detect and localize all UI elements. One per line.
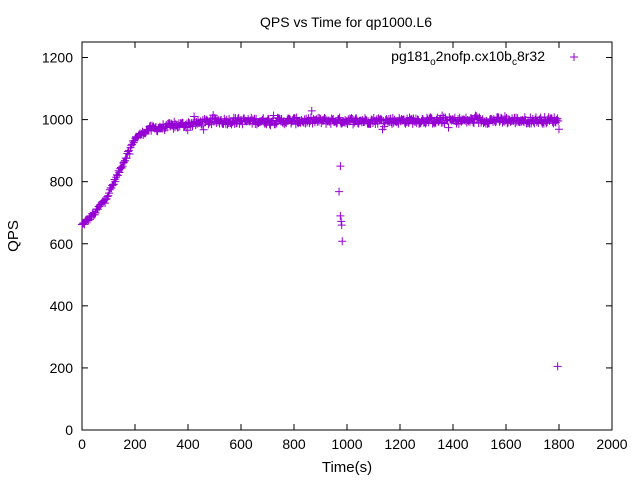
data-point: [349, 120, 358, 129]
data-point: [125, 150, 134, 159]
data-point: [266, 121, 275, 130]
y-tick-label: 1200: [42, 50, 73, 66]
data-point-outlier: [553, 362, 562, 371]
data-point: [111, 177, 120, 186]
x-tick-label: 1400: [437, 436, 468, 452]
data-point: [554, 116, 563, 125]
data-point: [287, 119, 296, 128]
data-point: [292, 113, 301, 122]
data-point: [117, 163, 126, 172]
x-axis: 0 200 400 600 800 1000 1200 1400 1600 1800 2000: [78, 42, 628, 452]
x-tick-label: 1200: [384, 436, 415, 452]
x-axis-label: Time(s): [322, 459, 372, 476]
y-tick-label: 0: [65, 422, 73, 438]
data-point-outlier: [337, 217, 346, 226]
legend: pg181o2nofp.cx10bc8r32: [391, 48, 578, 68]
data-point: [190, 112, 199, 121]
data-point: [129, 138, 138, 147]
data-point: [169, 124, 178, 133]
data-point: [373, 119, 382, 128]
data-point: [438, 111, 447, 120]
x-tick-label: 0: [78, 436, 86, 452]
data-point: [271, 120, 280, 129]
data-point: [163, 123, 172, 132]
data-point: [248, 115, 257, 124]
data-point: [101, 199, 110, 208]
data-point: [392, 118, 401, 127]
data-point: [108, 181, 117, 190]
data-point-outlier: [335, 187, 344, 196]
data-point: [84, 216, 93, 225]
y-tick-label: 400: [50, 298, 74, 314]
data-point: [198, 121, 207, 130]
plot-frame: [81, 41, 613, 431]
legend-label: pg181o2nofp.cx10bc8r32: [391, 48, 545, 68]
x-tick-label: 1800: [543, 436, 574, 452]
data-point: [90, 210, 99, 219]
y-axis: 0 200 400 600 800 1000 1200: [42, 50, 612, 438]
data-point-outlier: [336, 162, 345, 171]
y-tick-label: 200: [50, 360, 74, 376]
data-point: [319, 115, 328, 124]
data-point: [105, 189, 114, 198]
data-point: [307, 106, 316, 115]
data-point: [167, 119, 176, 128]
data-point: [335, 113, 344, 122]
data-point: [427, 114, 436, 123]
chart-title: QPS vs Time for qp1000.L6: [260, 14, 432, 30]
x-tick-label: 600: [229, 436, 253, 452]
data-point: [555, 125, 563, 134]
x-tick-label: 400: [176, 436, 200, 452]
data-point: [105, 185, 114, 194]
x-tick-label: 2000: [596, 436, 627, 452]
data-point: [552, 115, 561, 124]
x-tick-label: 200: [123, 436, 147, 452]
data-point: [511, 119, 520, 128]
data-point: [485, 119, 494, 128]
y-axis-label: QPS: [5, 220, 22, 252]
y-tick-label: 800: [50, 174, 74, 190]
y-tick-label: 1000: [42, 112, 73, 128]
x-tick-label: 800: [282, 436, 306, 452]
data-point-outlier: [338, 237, 347, 246]
series-points: [78, 106, 563, 371]
data-point: [103, 192, 112, 201]
data-point: [122, 154, 131, 163]
data-point-outlier: [337, 221, 346, 230]
data-point: [199, 125, 208, 134]
data-point: [444, 123, 453, 132]
data-point: [115, 168, 124, 177]
x-tick-label: 1000: [331, 436, 362, 452]
data-point-outlier: [336, 211, 345, 220]
y-tick-label: 600: [50, 236, 74, 252]
legend-plus-marker: [570, 53, 578, 61]
x-tick-label: 1600: [490, 436, 521, 452]
legend-marker: [570, 53, 578, 61]
data-point: [118, 162, 127, 171]
